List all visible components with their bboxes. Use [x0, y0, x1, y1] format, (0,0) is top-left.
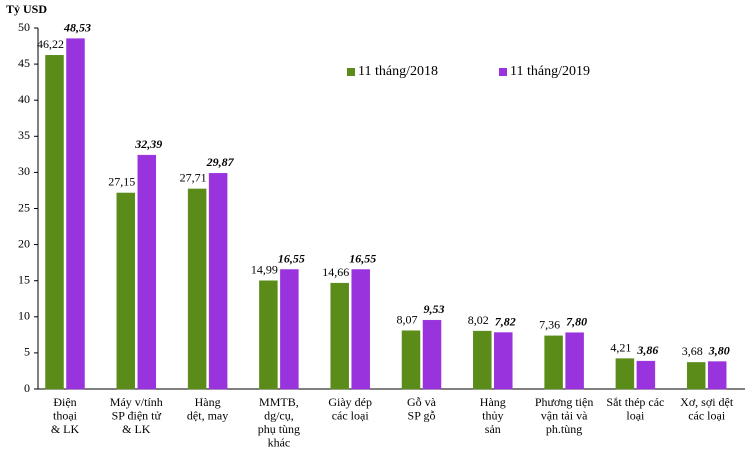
bar [636, 360, 656, 390]
bar [259, 280, 278, 390]
x-tick-label-line: Giày dép [328, 395, 372, 409]
x-tick-label: Hàng dệt, may [187, 395, 228, 423]
bar [544, 335, 563, 390]
x-tick-label: Gỗ và SP gỗ [407, 395, 437, 423]
x-tick-label-line: các loại [332, 408, 370, 422]
value-label: 14,99 [251, 263, 278, 277]
bar [565, 332, 584, 390]
y-tick-label: 40 [18, 92, 30, 106]
legend-label: 11 tháng/2019 [510, 64, 590, 79]
value-label: 27,15 [108, 175, 135, 189]
bar [494, 332, 513, 390]
y-tick-label: 10 [18, 309, 30, 323]
value-label: 9,53 [424, 302, 445, 316]
bar [686, 362, 706, 390]
value-label: 48,53 [63, 20, 91, 34]
bar [615, 358, 635, 390]
bar [330, 282, 349, 390]
x-tick-label-line: Xơ, sợi dệt [680, 395, 734, 409]
x-tick-label-line: dệt, may [187, 408, 228, 422]
y-tick-label: 5 [24, 345, 30, 359]
value-label: 27,71 [180, 171, 207, 185]
x-tick-label-line: ph.tùng [546, 422, 582, 436]
x-tick-label-line: loại [626, 408, 645, 422]
bar [208, 173, 228, 390]
x-tick-label-line: Hàng [195, 395, 221, 409]
value-label: 7,82 [495, 314, 516, 328]
x-tick-label-line: Sắt thép các [606, 395, 664, 409]
x-tick-label-line: Điện [53, 395, 76, 409]
value-label: 8,02 [468, 313, 489, 327]
y-tick-label: 20 [18, 236, 30, 250]
value-label: 4,21 [610, 340, 631, 354]
value-label: 3,68 [682, 344, 703, 358]
y-axis-label: Tỷ USD [6, 2, 47, 16]
x-tick-label-line: phụ tùng [258, 422, 300, 436]
x-tick-label: Giày dép các loại [328, 395, 372, 423]
x-tick-label-line: thoại [53, 408, 78, 422]
x-tick-label: Xơ, sợi dệt các loại [680, 395, 734, 423]
x-tick-label-line: & LK [122, 422, 151, 436]
bar [473, 330, 492, 390]
value-label: 8,07 [397, 312, 418, 326]
x-tick-label-line: dg/cụ, [264, 408, 294, 422]
value-label: 32,39 [134, 137, 162, 151]
x-tick-label: Điện thoại & LK [51, 395, 80, 436]
bar [401, 330, 421, 390]
x-tick-label-line: SP điện tử [112, 408, 162, 422]
bar [707, 361, 727, 390]
x-tick-label: Máy v/tính SP điện tử & LK [110, 395, 163, 436]
value-label: 16,55 [349, 251, 376, 265]
x-tick-label-line: MMTB, [259, 395, 299, 409]
x-tick-label-line: sản [485, 422, 501, 436]
bar [280, 269, 299, 390]
bar [137, 154, 157, 390]
x-tick-label-line: Hàng [480, 395, 506, 409]
value-label: 7,36 [539, 318, 560, 332]
x-tick-label-line: thủy [482, 408, 503, 422]
value-label: 7,80 [566, 314, 587, 328]
x-tick-label-line: khác [268, 435, 291, 449]
bar [187, 188, 207, 390]
value-label: 46,22 [37, 37, 64, 51]
bar [422, 319, 442, 390]
x-tick-label: MMTB, dg/cụ, phụ tùng khác [258, 395, 300, 450]
x-tick-label: Sắt thép các loại [606, 395, 664, 423]
legend-swatch [499, 68, 507, 76]
x-tick-label-line: & LK [51, 422, 80, 436]
y-tick-label: 25 [18, 200, 30, 214]
legend-swatch [347, 68, 355, 76]
value-label: 3,86 [636, 343, 658, 357]
x-tick-label-line: Máy v/tính [110, 395, 163, 409]
y-tick-label: 15 [18, 272, 30, 286]
x-tick-label-line: Phương tiện [535, 395, 594, 409]
bar [45, 55, 64, 390]
x-tick-label-line: các loại [688, 408, 726, 422]
value-label: 14,66 [322, 265, 349, 279]
x-tick-label-line: vận tải và [541, 408, 588, 422]
y-tick-label: 0 [24, 381, 30, 395]
bar [66, 38, 85, 390]
y-tick-label: 45 [18, 56, 30, 70]
x-tick-label: Phương tiện vận tải và ph.tùng [535, 395, 594, 436]
y-tick-label: 30 [18, 164, 30, 178]
x-tick-label-line: Gỗ và [407, 395, 437, 409]
value-label: 16,55 [278, 251, 305, 265]
x-tick-label: Hàng thủy sản [480, 395, 506, 436]
legend-label: 11 tháng/2018 [358, 64, 438, 79]
value-label: 3,80 [708, 343, 730, 357]
x-tick-label-line: SP gỗ [408, 408, 436, 422]
y-tick-label: 35 [18, 128, 30, 142]
bar [116, 192, 136, 390]
y-tick-label: 50 [18, 20, 30, 34]
bar [351, 269, 370, 390]
value-label: 29,87 [206, 155, 235, 169]
